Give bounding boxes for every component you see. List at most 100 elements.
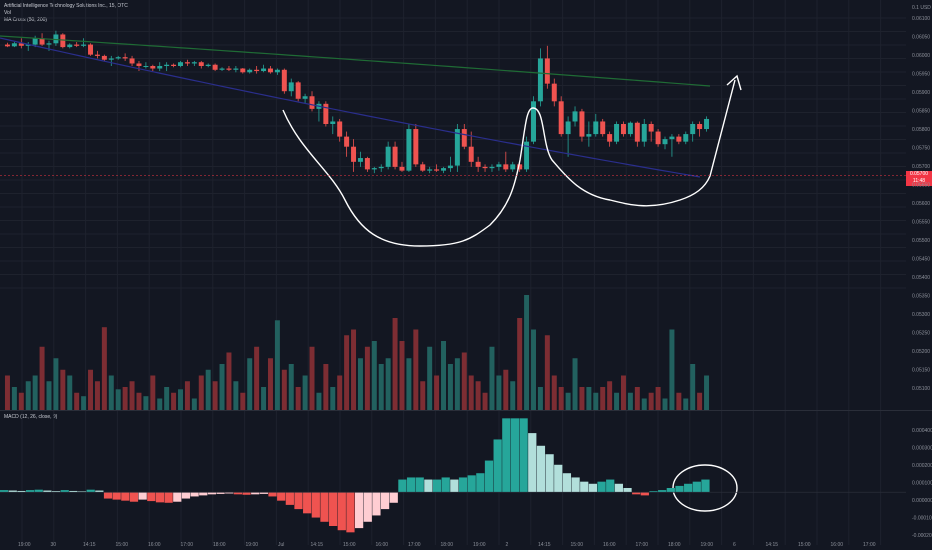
macd-hist-bar [450, 479, 459, 493]
candle-body [226, 68, 232, 70]
candle-body [482, 166, 488, 169]
candle-body [399, 166, 405, 171]
volume-bar [94, 381, 100, 410]
candle [330, 116, 336, 135]
candle-body [704, 118, 710, 130]
candle [378, 164, 384, 172]
candle [572, 106, 578, 127]
symbol-title[interactable]: Artificial Intelligence Technology Solut… [4, 3, 128, 9]
volume-bar [143, 396, 149, 410]
candle-body [81, 44, 87, 46]
candle-body [655, 131, 661, 145]
candle-body [364, 158, 370, 170]
volume-bar [178, 389, 183, 410]
time-tick-label: 19:00 [701, 542, 714, 548]
price-tick-label: 0.05500 [912, 238, 930, 244]
macd-legend[interactable]: MACD (12, 26, close, 9) [4, 414, 58, 420]
candle-body [406, 129, 412, 171]
volume-bar [434, 375, 440, 410]
price-tick-label: 0.05300 [912, 312, 930, 318]
macd-hist-bar [34, 489, 43, 493]
candle [53, 30, 59, 46]
candle-body [579, 111, 585, 137]
volume-legend[interactable]: Vol [4, 10, 11, 16]
candle [690, 121, 696, 142]
volume-bar [226, 352, 232, 410]
volume-bar [219, 364, 225, 410]
volume-bar [53, 358, 59, 410]
candle-body [11, 43, 17, 47]
chart-legend: Artificial Intelligence Technology Solut… [4, 3, 128, 24]
macd-hist-bar [640, 492, 649, 496]
candle [489, 164, 495, 172]
candle-body [524, 141, 530, 170]
candle [683, 131, 689, 145]
macd-hist-bar [121, 492, 130, 501]
top-tick-label: 0.1 USD [912, 5, 931, 11]
macd-tick-label: 0.000000 [912, 498, 932, 504]
macd-hist-bar [363, 492, 372, 522]
price-tick-label: 0.05900 [912, 90, 930, 96]
macd-hist-bar [242, 492, 251, 495]
candle-body [454, 129, 460, 166]
candle [482, 164, 488, 172]
macd-hist-bar [0, 490, 9, 493]
candle-body [4, 44, 10, 47]
volume-bar [150, 375, 156, 410]
last-price: 0.05700 [909, 171, 929, 177]
macd-tick-label: 0.000300 [912, 446, 932, 452]
price-tick-label: 0.05700 [912, 164, 930, 170]
volume-bar [413, 329, 419, 410]
candle [468, 131, 474, 167]
macd-hist-bar [51, 491, 61, 493]
macd-hist-bar [95, 490, 104, 493]
volume-bar [551, 375, 557, 410]
macd-hist-bar [684, 483, 693, 493]
macd-hist-bar [649, 491, 658, 493]
candle-body [330, 121, 336, 124]
candle [4, 42, 10, 48]
price-tick-label: 0.05100 [912, 386, 930, 392]
macd-hist-bar [251, 492, 260, 495]
candle [143, 62, 149, 69]
macd-hist-bar [129, 492, 139, 502]
macd-hist-bar [432, 479, 442, 493]
volume-bar [614, 392, 620, 410]
price-tick-label: 0.06050 [912, 35, 930, 41]
candle-body [274, 69, 280, 73]
macd-hist-bar [484, 460, 494, 493]
volume-bar [406, 358, 412, 410]
price-tick-label: 0.05800 [912, 127, 930, 133]
volume-bar [544, 335, 550, 410]
macd-hist-bar [545, 454, 554, 493]
candle-body [136, 63, 142, 66]
candle-body [475, 161, 481, 167]
macd-hist-bar [389, 492, 398, 503]
macd-hist-bar [277, 492, 286, 501]
candle [267, 66, 273, 74]
time-tick-label: 14:15 [538, 542, 551, 548]
macd-hist-bar [69, 490, 78, 493]
macd-hist-bar [173, 492, 182, 502]
volume-bar [427, 346, 433, 410]
candle [558, 96, 564, 137]
macd-hist-bar [519, 418, 528, 493]
macd-hist-bar [441, 477, 450, 493]
macd-hist-bar [493, 439, 502, 493]
volume-bar [475, 381, 481, 410]
candle [337, 118, 343, 142]
candle [399, 161, 405, 172]
candle-body [697, 124, 703, 130]
candle-body [157, 66, 163, 69]
macd-hist-bar [138, 492, 147, 500]
price-tick-label: 0.05250 [912, 331, 930, 337]
candle [67, 43, 73, 49]
ma-cross-legend[interactable]: MA Cross (50, 200) [4, 17, 48, 23]
time-tick-label: Jul [278, 542, 284, 548]
volume-bar [676, 392, 682, 410]
candle-body [496, 164, 502, 167]
candle [524, 136, 530, 172]
time-tick-label: 14:15 [311, 542, 324, 548]
candle [164, 62, 170, 72]
